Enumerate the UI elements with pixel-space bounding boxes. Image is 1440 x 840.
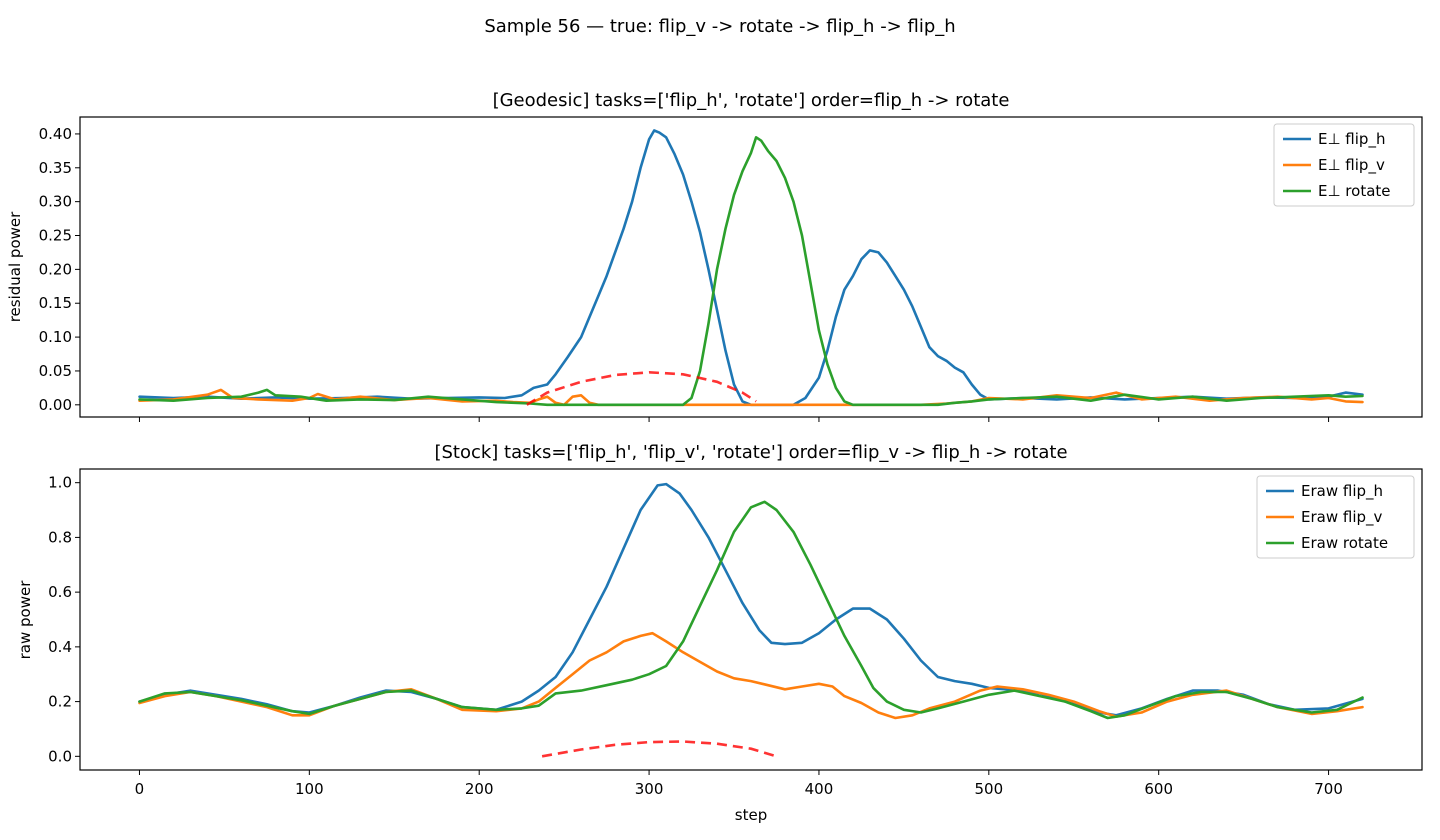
- y-tick-label: 0.4: [48, 638, 72, 656]
- y-tick-label: 0.00: [39, 396, 72, 414]
- geodesic-x-ticks: [138, 417, 1330, 422]
- series-line-rotate: [138, 136, 1364, 407]
- stock-x-ticks: 0 100 200 300 400 500 600 700: [135, 770, 1343, 798]
- legend-label: Eraw flip_h: [1301, 482, 1383, 501]
- y-tick-label: 1.0: [48, 474, 72, 492]
- stock-panel-title: [Stock] tasks=['flip_h', 'flip_v', 'rota…: [434, 442, 1067, 463]
- y-tick-label: 0.35: [39, 159, 72, 177]
- x-tick-label: 200: [465, 780, 494, 798]
- x-axis-label: step: [735, 806, 767, 824]
- y-tick-label: 0.2: [48, 693, 72, 711]
- y-tick-label: 0.15: [39, 294, 72, 312]
- x-tick-label: 100: [295, 780, 324, 798]
- geodesic-panel: [Geodesic] tasks=['flip_h', 'rotate'] or…: [6, 90, 1423, 422]
- geodesic-legend: E⊥ flip_h E⊥ flip_v E⊥ rotate: [1273, 123, 1415, 207]
- geodesic-panel-title: [Geodesic] tasks=['flip_h', 'rotate'] or…: [493, 90, 1010, 111]
- y-tick-label: 0.8: [48, 528, 72, 546]
- y-tick-label: 0.30: [39, 193, 72, 211]
- series-line-rotate: [138, 500, 1364, 720]
- legend-label: E⊥ flip_h: [1318, 130, 1385, 149]
- x-tick-label: 0: [135, 780, 145, 798]
- x-tick-label: 600: [1144, 780, 1173, 798]
- stock-panel: [Stock] tasks=['flip_h', 'flip_v', 'rota…: [16, 442, 1423, 798]
- x-tick-label: 300: [635, 780, 664, 798]
- x-tick-label: 400: [805, 780, 834, 798]
- y-tick-label: 0.6: [48, 583, 72, 601]
- y-tick-label: 0.25: [39, 227, 72, 245]
- legend-box: [1256, 475, 1415, 559]
- legend-label: Eraw flip_v: [1301, 508, 1383, 527]
- figure-title: Sample 56 — true: flip_v -> rotate -> fl…: [484, 16, 955, 37]
- y-tick-label: 0.20: [39, 260, 72, 278]
- legend-label: E⊥ flip_v: [1318, 156, 1385, 175]
- legend-label: E⊥ rotate: [1318, 182, 1391, 200]
- stock-legend: Eraw flip_h Eraw flip_v Eraw rotate: [1256, 475, 1415, 559]
- stock-plot-area: [138, 482, 1364, 758]
- stock-y-ticks: 0.0 0.2 0.4 0.6 0.8 1.0: [48, 474, 80, 765]
- y-tick-label: 0.10: [39, 328, 72, 346]
- legend-label: Eraw rotate: [1301, 534, 1388, 552]
- y-tick-label: 0.40: [39, 125, 72, 143]
- dashed-curve: [541, 740, 777, 758]
- legend-box: [1273, 123, 1415, 207]
- dashed-curve: [526, 370, 757, 406]
- x-tick-label: 500: [975, 780, 1004, 798]
- series-line-flip-v: [138, 631, 1364, 720]
- geodesic-y-axis-label: residual power: [6, 211, 24, 322]
- x-tick-label: 700: [1314, 780, 1343, 798]
- geodesic-y-ticks: 0.00 0.05 0.10 0.15 0.20 0.25 0.30 0.35 0.40: [39, 125, 80, 414]
- y-tick-label: 0.0: [48, 747, 72, 765]
- geodesic-plot-area: [138, 129, 1364, 407]
- series-line-flip-h: [138, 129, 1364, 407]
- geodesic-axes-frame: [79, 116, 1423, 418]
- stock-y-axis-label: raw power: [16, 580, 34, 660]
- y-tick-label: 0.05: [39, 362, 72, 380]
- stock-axes-frame: [79, 468, 1423, 771]
